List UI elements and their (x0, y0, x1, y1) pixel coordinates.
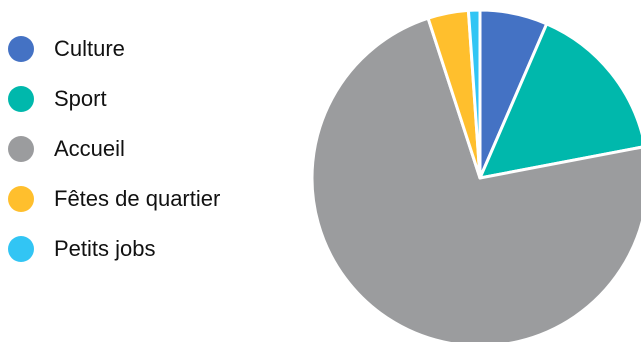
pie-slice-accueil (310, 16, 641, 342)
legend-item: Accueil (8, 132, 220, 166)
legend-item: Petits jobs (8, 232, 220, 266)
legend-swatch (8, 86, 34, 112)
legend-label: Accueil (54, 136, 125, 161)
pie-slice-sport (478, 22, 641, 180)
legend-item: Culture (8, 32, 220, 66)
chart-legend: Culture Sport Accueil Fêtes de quartier Peti… (8, 32, 220, 266)
legend-label: Sport (54, 86, 107, 111)
legend-swatch (8, 36, 34, 62)
legend-item: Sport (8, 82, 220, 116)
legend-item: Fêtes de quartier (8, 182, 220, 216)
legend-swatch (8, 136, 34, 162)
legend-label: Fêtes de quartier (54, 186, 221, 211)
legend-swatch (8, 186, 34, 212)
legend-swatch (8, 236, 34, 262)
legend-label: Petits jobs (54, 236, 156, 261)
pie-slice-petits-jobs (466, 8, 482, 180)
legend-label: Culture (54, 36, 125, 61)
